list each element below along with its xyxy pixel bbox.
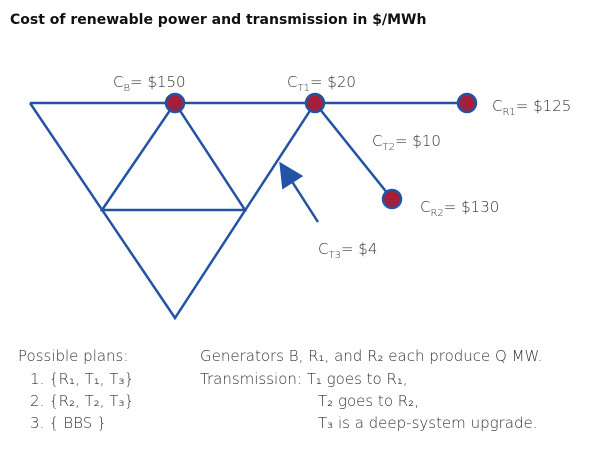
label-value: = $20 [310, 73, 356, 91]
t2-line [314, 102, 393, 200]
node-t1 [304, 92, 326, 114]
note: T₃ is a deep-system upgrade. [318, 414, 537, 432]
node-label: CT3= $4 [318, 240, 377, 261]
label-main: C [420, 198, 430, 216]
label-main: C [287, 73, 297, 91]
node-r2 [381, 188, 403, 210]
node-label: CT2= $10 [372, 132, 441, 153]
label-value: = $10 [395, 132, 441, 150]
note: Transmission: T₁ goes to R₁, [200, 370, 408, 388]
arrow [279, 161, 320, 223]
label-main: C [113, 73, 123, 91]
note: Generators B, R₁, and R₂ each produce Q … [200, 347, 542, 365]
plans-heading: Possible plans: [18, 347, 128, 365]
title: Cost of renewable power and transmission… [10, 12, 426, 28]
node-label: CR2= $130 [420, 198, 499, 219]
node-label: CR1= $125 [492, 97, 571, 118]
label-sub: T3 [328, 250, 340, 261]
label-value: = $150 [130, 73, 186, 91]
label-sub: B [123, 83, 130, 94]
label-sub: R2 [430, 208, 443, 219]
note: T₂ goes to R₂, [318, 392, 419, 410]
node-label: CT1= $20 [287, 73, 356, 94]
label-main: C [372, 132, 382, 150]
plan: 2. {R₂, T₂, T₃} [30, 392, 134, 410]
plan: 1. {R₁, T₁, T₃} [30, 370, 134, 388]
network [28, 92, 478, 321]
node-label: CB= $150 [113, 73, 186, 94]
label-sub: R1 [502, 107, 515, 118]
label-value: = $125 [516, 97, 572, 115]
node-r1 [456, 92, 478, 114]
label-sub: T2 [382, 142, 394, 153]
label-value: = $130 [444, 198, 500, 216]
label-main: C [318, 240, 328, 258]
label-value: = $4 [341, 240, 377, 258]
label-main: C [492, 97, 502, 115]
inner-triangle [99, 102, 248, 212]
label-sub: T1 [297, 83, 309, 94]
node-b [164, 92, 186, 114]
outer-triangle [28, 102, 317, 321]
plan: 3. { BBS } [30, 414, 107, 432]
